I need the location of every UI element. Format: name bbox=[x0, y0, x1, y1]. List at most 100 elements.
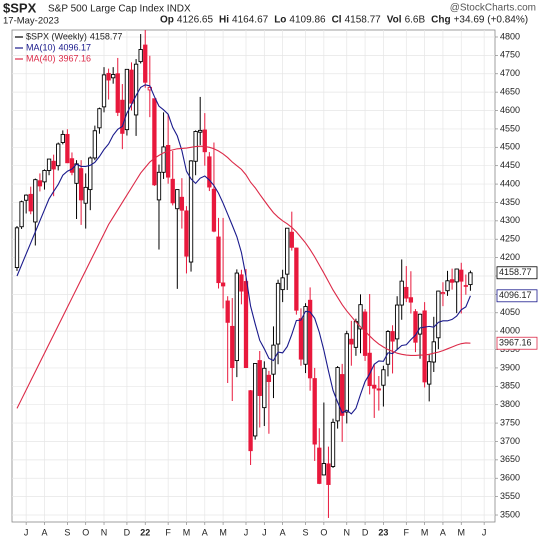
candle bbox=[262, 361, 267, 427]
candle-body bbox=[78, 168, 84, 201]
candle bbox=[161, 112, 166, 179]
candle-body bbox=[280, 277, 285, 291]
candle bbox=[115, 57, 120, 117]
candle-body bbox=[133, 63, 139, 116]
candle-body bbox=[216, 236, 221, 284]
candle bbox=[65, 129, 70, 164]
candle-body bbox=[51, 160, 56, 170]
y-tick-label: 4200 bbox=[500, 252, 520, 262]
x-tick-label: M bbox=[183, 527, 191, 537]
candle-body bbox=[46, 158, 52, 171]
candle bbox=[317, 428, 322, 485]
x-tick-label: M bbox=[458, 527, 466, 537]
candle-body bbox=[349, 338, 354, 345]
y-tick-label: 4800 bbox=[500, 31, 520, 41]
candle-body bbox=[367, 352, 372, 387]
candle bbox=[28, 186, 33, 215]
candle-body bbox=[257, 360, 262, 396]
candle-body bbox=[37, 180, 43, 187]
candle bbox=[321, 402, 327, 476]
candle-body bbox=[340, 374, 345, 416]
x-tick-label: M bbox=[219, 527, 227, 537]
candle-body bbox=[60, 133, 65, 143]
candle-body bbox=[417, 313, 423, 335]
candle bbox=[394, 296, 400, 350]
y-tick-label: 3500 bbox=[500, 509, 520, 519]
legend-value: 4158.77 bbox=[90, 31, 123, 41]
candle bbox=[225, 296, 230, 384]
legend-label: MA(10) bbox=[26, 42, 56, 52]
y-tick-label: 4600 bbox=[500, 105, 520, 115]
legend-label: $SPX (Weekly) bbox=[26, 31, 87, 41]
candle-body bbox=[19, 201, 24, 228]
quote-label: Op bbox=[160, 15, 174, 26]
candle-body bbox=[262, 367, 267, 409]
candle-body bbox=[372, 384, 377, 389]
candle bbox=[362, 309, 368, 361]
candle-body bbox=[362, 311, 368, 356]
last-value-label: 4158.77 bbox=[499, 267, 532, 277]
x-tick-label: 22 bbox=[140, 527, 150, 537]
candle-body bbox=[454, 268, 459, 283]
legend-value: 4096.17 bbox=[59, 42, 92, 52]
candle bbox=[330, 418, 336, 468]
candle-body bbox=[111, 74, 116, 79]
candle-body bbox=[184, 210, 189, 257]
x-tick-label: N bbox=[101, 527, 108, 537]
last-value-box bbox=[496, 266, 538, 280]
candle bbox=[372, 363, 377, 418]
candle bbox=[243, 269, 249, 369]
date: 17-May-2023 bbox=[3, 16, 59, 27]
candle bbox=[56, 142, 61, 171]
moving-average bbox=[16, 84, 471, 415]
candle bbox=[170, 150, 175, 206]
candle-body bbox=[422, 310, 427, 383]
x-tick-label: J bbox=[24, 527, 29, 537]
y-tick-label: 4500 bbox=[500, 142, 520, 152]
candle bbox=[24, 194, 29, 214]
candle bbox=[175, 189, 180, 289]
candle bbox=[431, 316, 436, 372]
candle bbox=[445, 270, 450, 296]
y-tick-label: 3850 bbox=[500, 381, 520, 391]
x-tick-label: S bbox=[64, 527, 70, 537]
candle-body bbox=[211, 188, 217, 232]
candle bbox=[408, 271, 414, 314]
chart-title: S&P 500 Large Cap Index INDX bbox=[48, 4, 191, 15]
symbol: $SPX bbox=[3, 0, 37, 15]
candle bbox=[440, 282, 446, 307]
candle bbox=[78, 160, 84, 225]
candle bbox=[92, 125, 98, 161]
quote-label: Chg bbox=[431, 15, 450, 26]
candle bbox=[106, 68, 111, 100]
candle bbox=[156, 164, 162, 250]
candle-body bbox=[404, 286, 409, 299]
candle-body bbox=[266, 374, 272, 382]
candle-body bbox=[307, 299, 313, 379]
candle bbox=[335, 366, 340, 429]
legend-value: 3967.16 bbox=[59, 53, 92, 63]
x-tick-label: D bbox=[124, 527, 131, 537]
candle-body bbox=[358, 304, 363, 330]
candle-body bbox=[294, 247, 299, 311]
candle bbox=[266, 370, 272, 434]
y-tick-label: 4450 bbox=[500, 160, 520, 170]
candle-body bbox=[101, 74, 107, 108]
candle bbox=[326, 446, 331, 518]
candle bbox=[143, 30, 148, 88]
x-tick-label: D bbox=[362, 527, 369, 537]
candle-body bbox=[234, 272, 239, 362]
candle bbox=[216, 217, 221, 289]
candle-body bbox=[220, 282, 226, 287]
candle bbox=[207, 152, 212, 192]
candle bbox=[111, 67, 116, 84]
last-value-label: 3967.16 bbox=[499, 338, 532, 348]
candle bbox=[257, 351, 262, 428]
y-tick-label: 3600 bbox=[500, 473, 520, 483]
y-tick-label: 4350 bbox=[500, 197, 520, 207]
candle bbox=[399, 259, 404, 320]
quote-value: 6.6B bbox=[405, 15, 426, 26]
candle-body bbox=[124, 68, 130, 131]
candle-body bbox=[207, 156, 212, 188]
candle-body bbox=[115, 73, 120, 113]
